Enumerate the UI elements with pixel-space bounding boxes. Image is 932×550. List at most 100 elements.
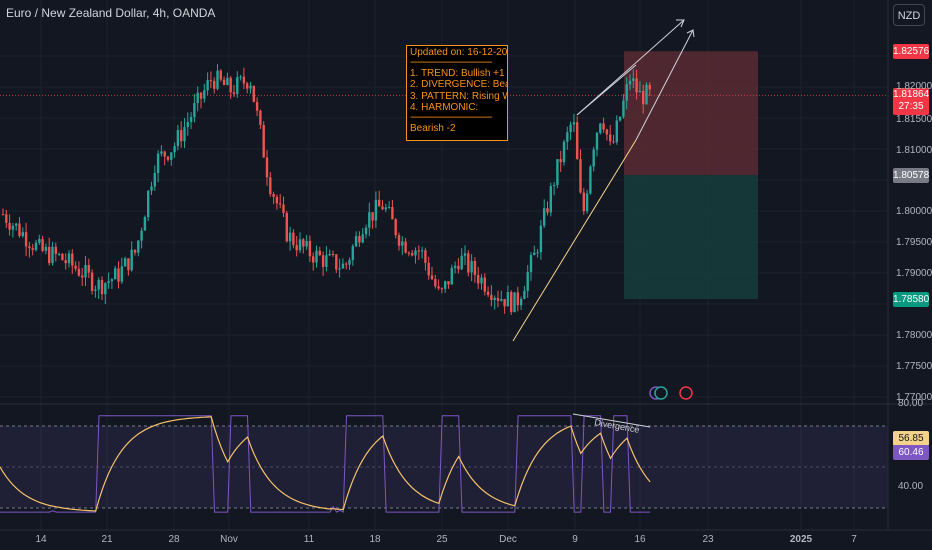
- info-line-pattern: 3. PATTERN: Rising Wedge -1: [410, 90, 507, 102]
- candle-body: [219, 70, 222, 80]
- candle-body: [143, 217, 147, 231]
- candle-body: [503, 299, 506, 307]
- candle-body: [123, 258, 127, 267]
- candle-body: [259, 110, 262, 126]
- x-tick-label: 14: [35, 534, 47, 545]
- candle-body: [28, 246, 31, 249]
- candle-body: [632, 78, 635, 81]
- y-tick-label: 1.81500: [896, 114, 932, 125]
- rsi-ma-value-tag: 56.85: [893, 431, 929, 446]
- candle-body: [173, 146, 176, 153]
- y-tick-label: 1.80000: [896, 206, 932, 217]
- candle-body: [236, 77, 239, 94]
- rsi-y-tick-label: 40.00: [898, 481, 924, 492]
- candle-body: [519, 298, 523, 306]
- candle-body: [559, 159, 562, 163]
- candle-body: [5, 214, 8, 223]
- candle-body: [180, 130, 183, 142]
- candle-body: [387, 207, 391, 209]
- candle-body: [510, 292, 513, 313]
- divergence-line: [572, 413, 651, 428]
- candle-body: [496, 297, 500, 301]
- candle-body: [572, 122, 576, 125]
- candle-body: [404, 241, 407, 253]
- candle-body: [183, 127, 186, 142]
- candle-body: [321, 255, 325, 267]
- candle-body: [638, 90, 642, 93]
- candle-body: [292, 232, 295, 246]
- candle-body: [539, 225, 543, 253]
- candle-body: [358, 236, 361, 243]
- candle-body: [599, 123, 602, 133]
- candle-body: [48, 246, 51, 264]
- candle-body: [275, 196, 279, 204]
- candle-body: [457, 265, 460, 270]
- candle-body: [150, 186, 153, 191]
- candle-body: [312, 256, 315, 263]
- candle-body: [77, 268, 81, 276]
- x-tick-label: 18: [369, 534, 381, 545]
- candle-body: [424, 250, 427, 263]
- candle-body: [226, 77, 229, 85]
- candle-body: [87, 265, 90, 273]
- candle-body: [420, 250, 424, 252]
- candle-body: [24, 232, 28, 247]
- candle-body: [140, 230, 143, 241]
- candle-body: [622, 100, 625, 117]
- candle-body: [516, 292, 519, 306]
- candles: [1, 64, 651, 316]
- rsi-line: [0, 415, 651, 513]
- candle-body: [648, 84, 651, 90]
- candle-body: [543, 208, 546, 226]
- projection-arrow: [576, 19, 685, 116]
- info-line-verdict: Bearish -2: [410, 122, 456, 134]
- candle-body: [272, 194, 275, 197]
- candle-body: [536, 252, 539, 254]
- candle-body: [328, 253, 331, 256]
- candle-body: [609, 134, 612, 142]
- candle-body: [156, 153, 160, 174]
- candle-body: [628, 80, 632, 85]
- candle-body: [645, 84, 648, 105]
- candle-body: [239, 76, 242, 78]
- candle-body: [305, 240, 308, 247]
- candle-body: [209, 80, 213, 82]
- candle-body: [579, 159, 582, 193]
- candle-body: [61, 253, 64, 261]
- x-tick-label: 2025: [789, 534, 813, 545]
- candle-body: [38, 239, 41, 243]
- candle-body: [447, 281, 450, 285]
- candle-body: [493, 297, 496, 300]
- x-tick-label: 11: [303, 534, 315, 545]
- entry-price-tag: 1.80578: [893, 168, 930, 183]
- candle-body: [444, 281, 447, 289]
- stop-loss-zone: [624, 51, 758, 176]
- candle-body: [170, 152, 173, 160]
- event-icon: [679, 386, 693, 400]
- candle-body: [566, 132, 569, 142]
- candle-body: [318, 250, 321, 256]
- candle-body: [417, 250, 420, 252]
- candle-body: [642, 90, 645, 105]
- current-price-value: 1.81864: [893, 89, 930, 100]
- candle-body: [467, 253, 470, 273]
- candle-body: [196, 92, 199, 104]
- candle-body: [130, 249, 133, 271]
- candle-body: [463, 253, 467, 256]
- candle-body: [74, 265, 77, 269]
- candle-body: [453, 265, 457, 268]
- candle-body: [153, 173, 156, 187]
- candle-body: [384, 207, 387, 210]
- candle-body: [246, 83, 249, 89]
- candle-body: [338, 268, 341, 270]
- currency-button[interactable]: NZD: [893, 4, 925, 26]
- candle-body: [100, 279, 104, 295]
- x-tick-label: 28: [168, 534, 180, 545]
- candle-body: [341, 263, 345, 269]
- candle-body: [222, 79, 226, 85]
- rsi-value-tag: 60.46: [893, 445, 929, 460]
- candle-body: [569, 124, 572, 133]
- candle-body: [269, 177, 272, 195]
